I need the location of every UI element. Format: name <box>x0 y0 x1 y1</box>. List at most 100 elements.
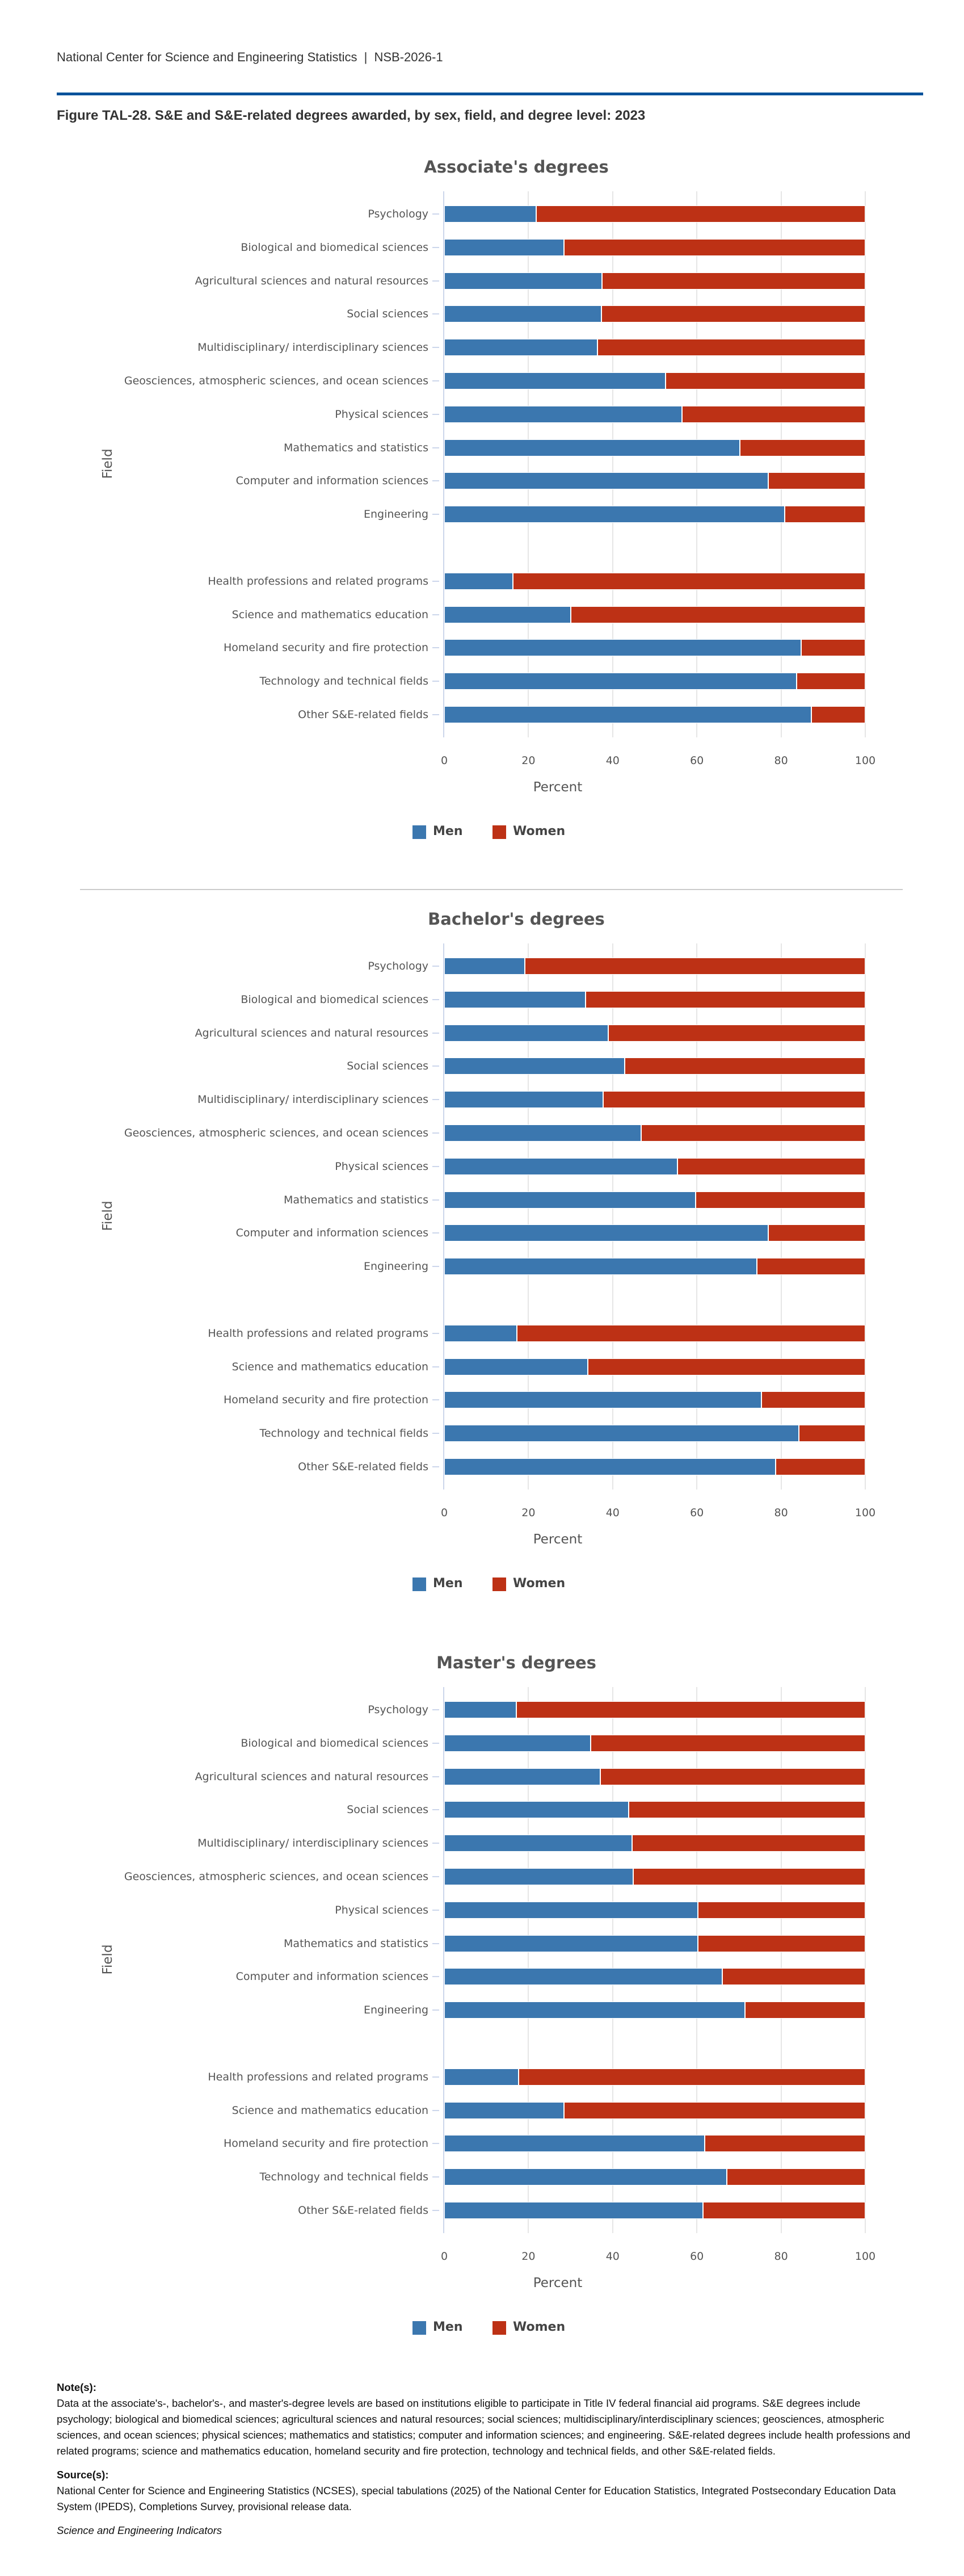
bar-women <box>586 991 865 1008</box>
category-label: Science and mathematics education <box>231 1360 428 1373</box>
gridline <box>865 191 866 737</box>
bar-men <box>444 205 536 223</box>
category-label: Health professions and related programs <box>208 2070 428 2083</box>
gridline <box>865 1687 866 2233</box>
category-label: Psychology <box>368 960 428 972</box>
bar-women <box>608 1024 865 1042</box>
bar-men <box>444 2135 705 2153</box>
gridline <box>780 943 782 1490</box>
category-label: Biological and biomedical sciences <box>241 241 428 254</box>
y-tick-mark <box>432 2210 439 2211</box>
bar-women <box>516 1701 865 1718</box>
bar-men <box>444 1258 757 1276</box>
notes-text: Data at the associate's-, bachelor's-, a… <box>57 2397 911 2457</box>
legend-label-women: Women <box>513 2320 566 2334</box>
bar-men <box>444 1058 625 1075</box>
category-label: Geosciences, atmospheric sciences, and o… <box>124 1870 428 1883</box>
bar-men <box>444 1324 517 1342</box>
bar-men <box>444 572 513 590</box>
bar-men <box>444 1734 591 1752</box>
bar-men <box>444 2068 519 2086</box>
bar-women <box>601 305 865 323</box>
legend-label-men: Men <box>433 1576 463 1591</box>
legend-label-men: Men <box>433 824 463 838</box>
legend-swatch-women <box>492 2321 506 2335</box>
bar-women <box>591 1734 865 1752</box>
bar-women <box>761 1391 865 1409</box>
legend-swatch-men <box>412 2321 426 2335</box>
x-tick-label: 80 <box>774 1507 788 1519</box>
bar-men <box>444 706 812 723</box>
category-label: Other S&E-related fields <box>298 2204 428 2217</box>
bar-women <box>665 372 865 389</box>
bar-women <box>705 2135 865 2153</box>
bar-women <box>682 405 865 423</box>
bar-men <box>444 472 768 490</box>
bar-women <box>563 238 865 256</box>
y-tick-mark <box>432 1399 439 1401</box>
category-label: Agricultural sciences and natural resour… <box>195 1026 428 1039</box>
y-axis-label: Field <box>100 448 115 479</box>
category-label: Other S&E-related fields <box>298 1461 428 1473</box>
gridline <box>865 943 866 1490</box>
category-label: Social sciences <box>347 1803 428 1816</box>
bar-men <box>444 1458 776 1475</box>
notes-heading: Note(s): <box>57 2381 96 2393</box>
x-tick-label: 60 <box>690 1507 704 1519</box>
bar-women <box>744 2002 865 2019</box>
bar-women <box>797 673 865 690</box>
category-label: Physical sciences <box>335 1160 428 1173</box>
bar-men <box>444 1358 588 1375</box>
category-label: Computer and information sciences <box>235 475 428 488</box>
y-tick-mark <box>432 213 439 215</box>
header-separator: | <box>364 50 368 64</box>
bar-men <box>444 1801 629 1819</box>
gridline <box>696 1687 698 2233</box>
y-tick-mark <box>432 1099 439 1101</box>
bar-men <box>444 1868 634 1885</box>
category-label: Psychology <box>368 208 428 220</box>
bar-women <box>536 205 865 223</box>
y-tick-mark <box>432 246 439 248</box>
legend-swatch-women <box>492 825 506 839</box>
gridline <box>696 943 698 1490</box>
bar-men <box>444 1024 609 1042</box>
x-tick-label: 0 <box>440 2250 448 2263</box>
y-tick-mark <box>432 1132 439 1134</box>
category-label: Science and mathematics education <box>231 2104 428 2117</box>
y-tick-mark <box>432 313 439 315</box>
y-tick-mark <box>432 514 439 515</box>
category-label: Multidisciplinary/ interdisciplinary sci… <box>197 1093 428 1106</box>
y-tick-mark <box>432 1876 439 1877</box>
gridline <box>612 1687 613 2233</box>
y-tick-mark <box>432 480 439 482</box>
x-tick-label: 80 <box>774 754 788 767</box>
bar-women <box>524 958 865 975</box>
bar-women <box>695 1191 865 1209</box>
bar-women <box>633 1868 865 1885</box>
y-axis-line <box>443 943 444 1490</box>
bar-men <box>444 339 598 356</box>
bar-men <box>444 1968 722 1986</box>
category-label: Geosciences, atmospheric sciences, and o… <box>124 1127 428 1139</box>
x-axis-label: Percent <box>533 1532 583 1547</box>
bar-men <box>444 506 785 523</box>
y-tick-mark <box>432 1366 439 1367</box>
bar-women <box>801 639 865 657</box>
page-header: National Center for Science and Engineer… <box>57 50 443 65</box>
chart-associates: Associate's degrees 0 20 40 60 80 100 Psycholog… <box>0 157 964 867</box>
bar-men <box>444 991 586 1008</box>
bar-women <box>602 272 865 290</box>
x-tick-label: 60 <box>690 2250 704 2263</box>
y-tick-mark <box>432 1266 439 1268</box>
chart-bachelors: Bachelor's degrees 0 20 40 60 80 100 Psychology… <box>0 909 964 1619</box>
y-tick-mark <box>432 1065 439 1067</box>
bar-men <box>444 1935 698 1952</box>
bar-men <box>444 958 525 975</box>
y-tick-mark <box>432 580 439 582</box>
bar-women <box>677 1157 865 1175</box>
bar-women <box>811 706 865 723</box>
bar-men <box>444 1835 632 1852</box>
y-tick-mark <box>432 2009 439 2011</box>
y-tick-mark <box>432 347 439 349</box>
